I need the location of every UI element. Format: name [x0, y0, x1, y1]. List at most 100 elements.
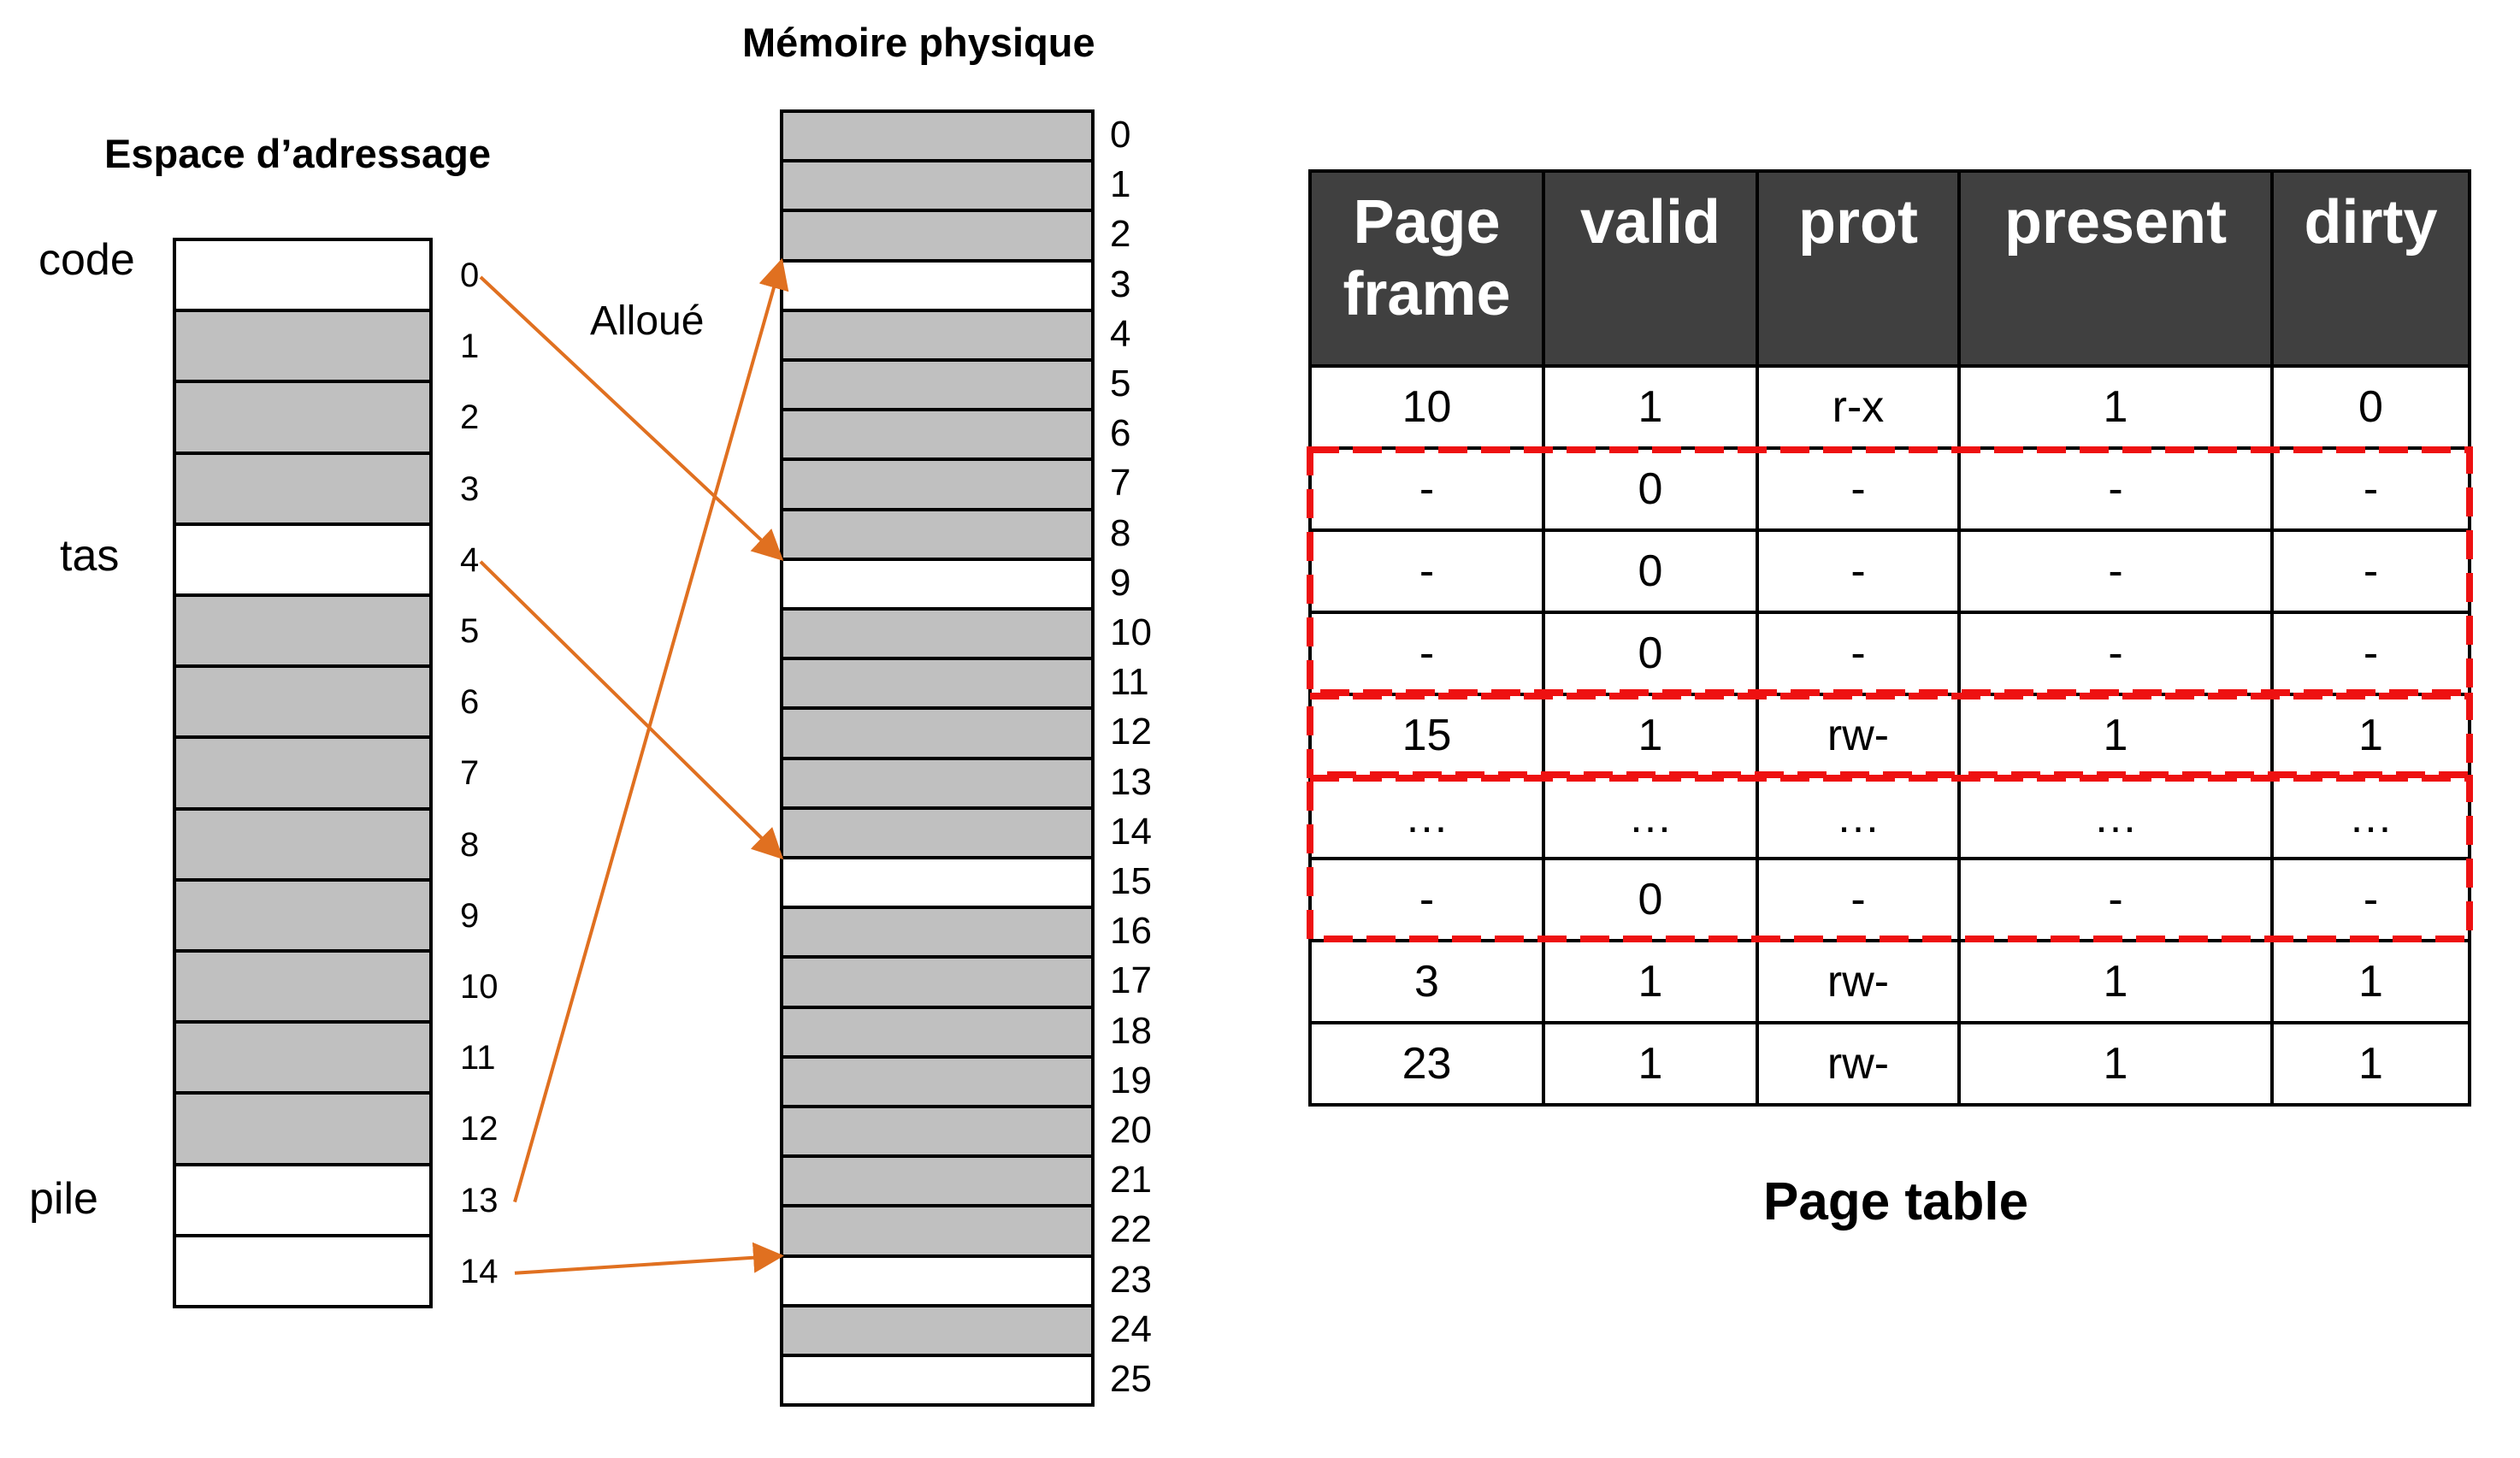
frame-number-label: 10	[1110, 611, 1152, 653]
page-number-label: 12	[460, 1110, 499, 1148]
page-table-header-row: Page frame valid prot present dirty	[1308, 169, 2471, 368]
page-table-cell: 23	[1308, 1021, 1545, 1107]
header-prot: prot	[1756, 169, 1961, 368]
highlight-box	[1307, 446, 2473, 696]
frame-number-label: 18	[1110, 1009, 1152, 1052]
page-table: Page frame valid prot present dirty 10 1 r…	[1308, 169, 2471, 1107]
header-page-frame: Page frame	[1308, 169, 1545, 368]
frame-number-label: 12	[1110, 711, 1152, 753]
address-space-page	[173, 1020, 433, 1095]
page-table-cell: 1	[2270, 939, 2471, 1024]
frame-number-label: 9	[1110, 561, 1131, 604]
page-table-cell: -	[1756, 528, 1961, 614]
page-table-cell: -	[1957, 857, 2274, 942]
frame-number-label: 5	[1110, 363, 1131, 404]
page-table-row: -0---	[1308, 611, 2471, 696]
mapping-arrow	[479, 275, 784, 561]
address-space-page	[173, 1233, 433, 1308]
page-table-row: -0---	[1308, 446, 2471, 532]
physical-frame	[780, 607, 1095, 661]
page-table-cell: 1	[2270, 693, 2471, 778]
page-table-cell: -	[2270, 446, 2471, 532]
physical-memory-title: Mémoire physique	[742, 20, 1095, 65]
page-table-cell: 3	[1308, 939, 1545, 1024]
page-table-cell: …	[2270, 775, 2471, 860]
page-number-label: 11	[460, 1039, 496, 1077]
page-table-cell: 10	[1308, 364, 1545, 450]
page-table-row: 10 1 r-x 1 0	[1308, 364, 2471, 450]
header-dirty: dirty	[2270, 169, 2471, 368]
page-table-cell: …	[1542, 775, 1759, 860]
address-space-page	[173, 1162, 433, 1237]
address-space-title: Espace d’adressage	[104, 131, 491, 176]
mapping-arrow	[513, 257, 789, 1203]
address-space-page	[173, 309, 433, 384]
page-table-cell: r-x	[1756, 364, 1961, 450]
frame-number-label: 8	[1110, 511, 1131, 554]
page-table-cell: -	[2270, 857, 2471, 942]
page-table-row: 23 1 rw- 1 1	[1308, 1021, 2471, 1107]
page-table-cell: -	[2270, 528, 2471, 614]
highlight-box	[1307, 775, 2473, 942]
page-number-label: 9	[460, 896, 480, 935]
physical-frame	[780, 806, 1095, 859]
page-table-cell: 1	[1542, 1021, 1759, 1107]
header-present: present	[1957, 169, 2274, 368]
frame-number-label: 19	[1110, 1059, 1152, 1101]
page-number-label: 7	[460, 754, 480, 793]
frame-number-label: 6	[1110, 412, 1131, 455]
page-table-cell: -	[1308, 857, 1545, 942]
page-number-label: 6	[460, 683, 480, 722]
page-number-label: 1	[460, 328, 480, 366]
page-table-row: ……………	[1308, 775, 2471, 860]
page-table-cell: rw-	[1756, 1021, 1961, 1107]
frame-number-label: 25	[1110, 1358, 1152, 1400]
page-number-label: 3	[460, 469, 480, 508]
physical-frame	[780, 358, 1095, 412]
address-space-page	[173, 877, 433, 953]
segment-label-stack: pile	[29, 1174, 98, 1224]
page-table-cell: -	[1957, 446, 2274, 532]
frame-number-label: 1	[1110, 163, 1131, 206]
page-table-cell: -	[1756, 446, 1961, 532]
page-table-cell: …	[1957, 775, 2274, 860]
address-space-page	[173, 1091, 433, 1166]
frame-number-label: 13	[1110, 760, 1152, 803]
page-number-label: 0	[460, 257, 480, 294]
page-table-cell: 0	[2270, 364, 2471, 450]
physical-frame	[780, 1254, 1095, 1307]
page-table-cell: -	[1756, 857, 1961, 942]
page-number-label: 5	[460, 612, 480, 650]
page-number-label: 4	[460, 540, 480, 579]
physical-frame	[780, 1303, 1095, 1357]
page-table-cell: 1	[1542, 364, 1759, 450]
frame-number-label: 23	[1110, 1258, 1152, 1301]
segment-label-heap: tas	[60, 531, 120, 581]
page-table-cell: 0	[1542, 446, 1759, 532]
page-table-cell: -	[1308, 446, 1545, 532]
address-space-page	[173, 664, 433, 740]
page-table-row: -0---	[1308, 528, 2471, 614]
page-table-cell: 0	[1542, 611, 1759, 696]
page-number-label: 2	[460, 398, 480, 437]
page-table-caption: Page table	[1763, 1172, 2029, 1231]
page-table-row: -0---	[1308, 857, 2471, 942]
page-table-cell: rw-	[1756, 693, 1961, 778]
page-table-cell: -	[2270, 611, 2471, 696]
page-table-cell: -	[1957, 528, 2274, 614]
frame-number-label: 2	[1110, 213, 1131, 256]
page-number-label: 14	[460, 1252, 499, 1290]
frame-number-label: 20	[1110, 1109, 1152, 1151]
page-table-cell: 1	[1957, 364, 2274, 450]
header-valid: valid	[1542, 169, 1759, 368]
physical-frame	[780, 1354, 1095, 1408]
page-table-cell: 1	[1957, 939, 2274, 1024]
segment-label-code: code	[38, 235, 135, 285]
page-table-cell: -	[1308, 528, 1545, 614]
allocated-label: Alloué	[590, 298, 705, 344]
frame-number-label: 0	[1110, 114, 1131, 156]
page-number-label: 13	[460, 1181, 499, 1219]
frame-number-label: 21	[1110, 1159, 1152, 1201]
